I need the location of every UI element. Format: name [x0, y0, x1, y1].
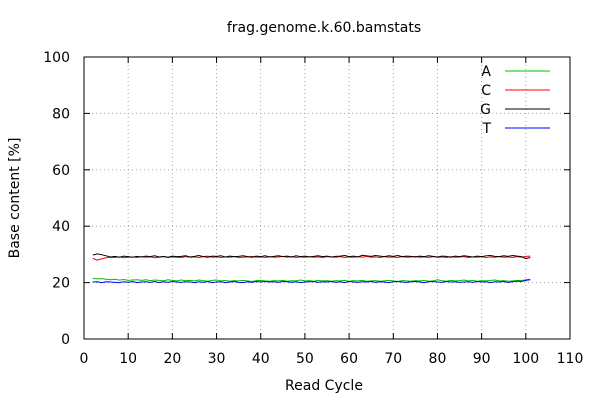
x-tick-label: 70 [384, 351, 402, 367]
legend-label-t: T [481, 121, 491, 137]
y-tick-label: 40 [52, 219, 70, 235]
plot-frame [83, 56, 571, 340]
legend-label-g: G [480, 102, 491, 118]
x-tick-label: 50 [296, 351, 314, 367]
x-tick-label: 60 [340, 351, 358, 367]
x-tick-label: 20 [163, 351, 181, 367]
x-tick-label: 110 [557, 351, 584, 367]
x-tick-label: 100 [512, 351, 539, 367]
x-tick-label: 40 [252, 351, 270, 367]
x-axis-label: Read Cycle [285, 378, 363, 394]
series-line-g [92, 253, 531, 260]
axis-ticks: 0 10 20 30 40 50 60 70 80 90 100 110 0 20 40 60 80 100 [43, 50, 583, 367]
series-line-a [92, 277, 531, 282]
chart-title: frag.genome.k.60.bamstats [227, 20, 421, 36]
x-tick-label: 90 [473, 351, 491, 367]
series-lines [92, 253, 531, 284]
x-tick-label: 0 [80, 351, 89, 367]
y-tick-label: 60 [52, 163, 70, 179]
series-line-t [92, 279, 531, 284]
x-tick-label: 80 [429, 351, 447, 367]
legend-label-a: A [481, 64, 491, 80]
y-tick-label: 80 [52, 106, 70, 122]
grid-lines [84, 57, 570, 339]
y-tick-label: 0 [61, 332, 70, 348]
y-tick-label: 100 [43, 50, 70, 66]
legend-label-c: C [481, 83, 491, 99]
x-tick-label: 30 [208, 351, 226, 367]
x-tick-label: 10 [119, 351, 137, 367]
y-tick-label: 20 [52, 276, 70, 292]
y-axis-label: Base content [%] [7, 138, 23, 259]
